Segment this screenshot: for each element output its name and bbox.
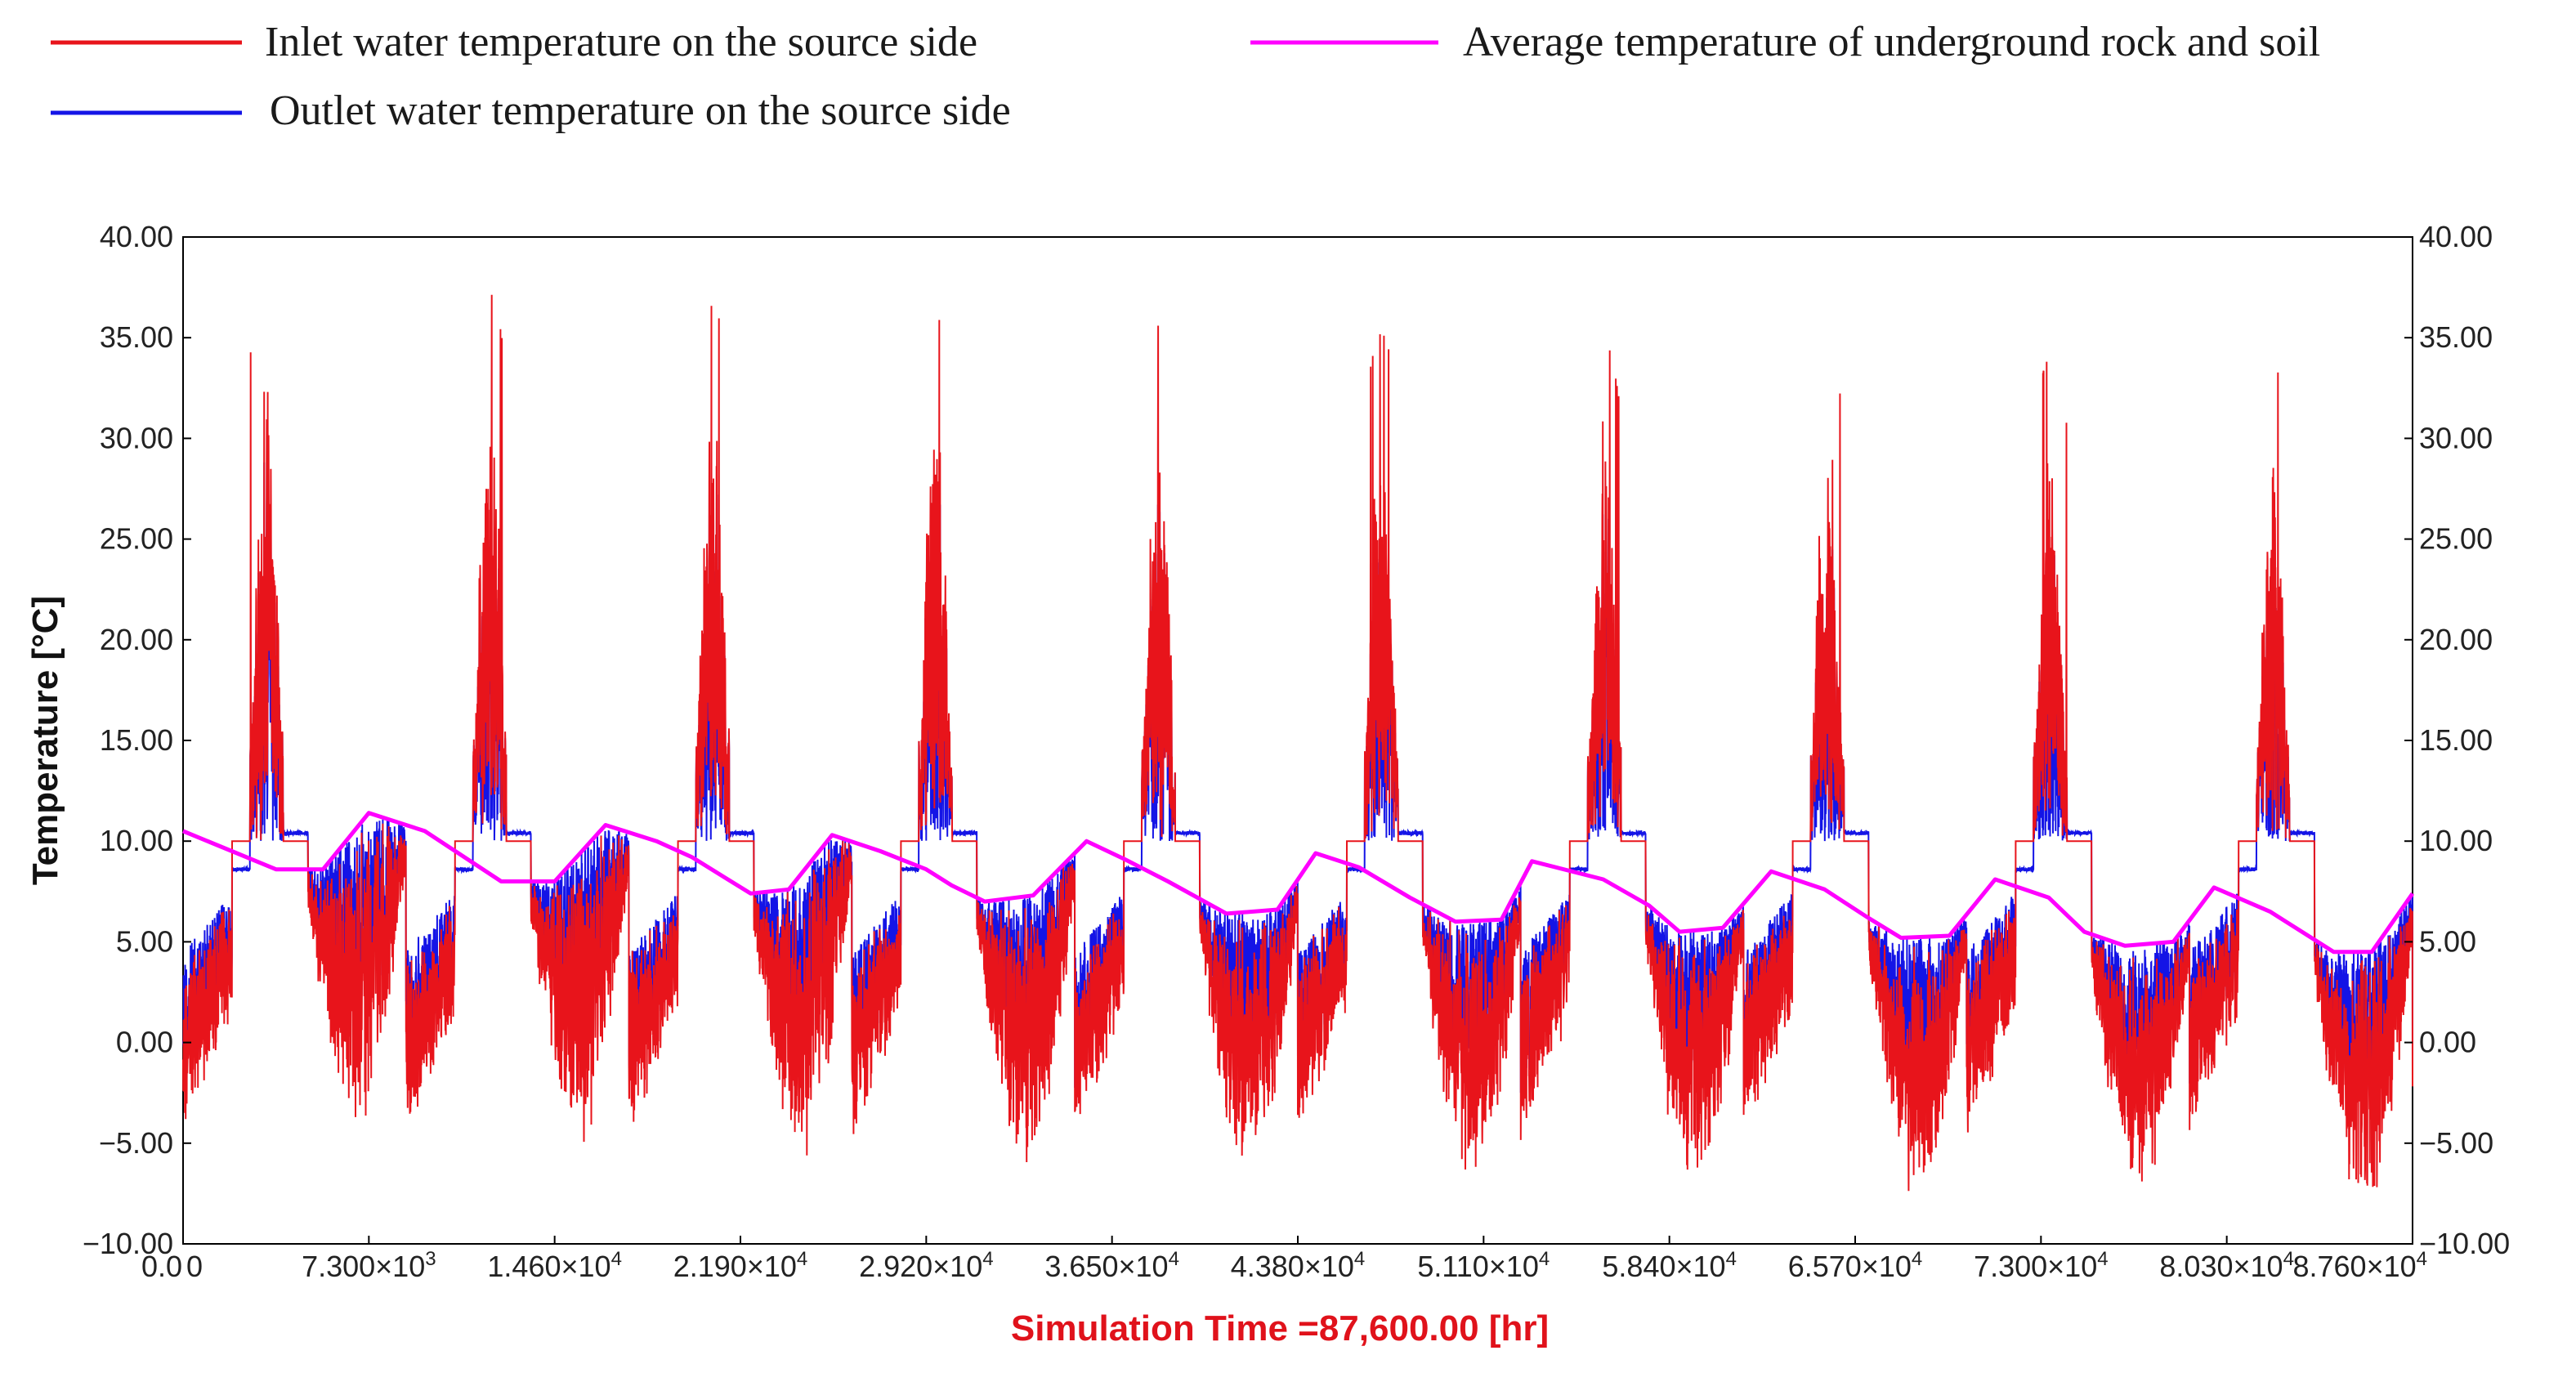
x-tick-label: 4.380×104 [1231,1248,1366,1283]
y-axis-left: 40.00 35.00 30.00 25.00 20.00 15.00 10.00 5.00 0… [83,220,191,1260]
x-tick-label: 7.300×104 [1974,1248,2109,1283]
y-tick-label-left: 15.00 [100,723,173,757]
line-inlet-water-temperature [182,294,2413,1192]
x-axis: 0.0 0 7.300×103 1.460×104 2.190×104 2.920×104… [141,1236,2427,1283]
y-tick-label-right: 0.00 [2419,1026,2476,1059]
y-tick-label-left: 35.00 [100,320,173,354]
legend-label-inlet: Inlet water temperature on the source si… [265,19,977,65]
x-tick-label: 1.460×104 [487,1248,622,1283]
x-tick-label: 8.030×104 [2159,1248,2294,1283]
legend-label-outlet: Outlet water temperature on the source s… [270,87,1011,134]
series-inlet-water-temperature [182,294,2413,1192]
x-tick-label: 3.650×104 [1044,1248,1179,1283]
y-axis-title: Temperature [°C] [25,596,65,885]
y-tick-label-right: −10.00 [2419,1227,2510,1260]
y-tick-label-left: −5.00 [99,1126,173,1160]
y-tick-label-right: −5.00 [2419,1126,2493,1160]
x-axis-title: Simulation Time =87,600.00 [hr] [1011,1308,1549,1348]
y-tick-label-left: 40.00 [100,220,173,253]
y-tick-label-right: 40.00 [2419,220,2493,253]
y-tick-label-right: 35.00 [2419,320,2493,354]
y-tick-label-left: 25.00 [100,522,173,556]
legend: Inlet water temperature on the source si… [51,19,2320,134]
x-tick-label: 5.840×104 [1602,1248,1737,1283]
y-tick-label-right: 15.00 [2419,723,2493,757]
line-average-rock-soil-temperature [182,811,2415,955]
y-tick-label-right: 30.00 [2419,421,2493,454]
x-tick-label: 0.0 [141,1250,182,1283]
y-tick-label-left: −10.00 [83,1227,173,1260]
x-tick-label: 5.110×104 [1417,1248,1550,1283]
x-tick-label: 0 [186,1250,203,1283]
x-tick-label: 7.300×103 [302,1248,436,1283]
series-average-rock-soil-temperature [182,811,2415,955]
x-tick-label: 6.570×104 [1788,1248,1923,1283]
legend-label-rock-soil: Average temperature of underground rock … [1463,19,2320,65]
x-tick-label: 2.190×104 [673,1248,808,1283]
y-tick-label-right: 25.00 [2419,522,2493,556]
y-tick-label-left: 10.00 [100,824,173,857]
y-tick-label-right: 10.00 [2419,824,2493,857]
x-tick-label: 2.920×104 [859,1248,994,1283]
y-tick-label-right: 5.00 [2419,924,2476,958]
y-tick-label-left: 20.00 [100,623,173,656]
y-tick-label-left: 0.00 [116,1026,173,1059]
x-tick-label: 8.760×104 [2292,1248,2427,1283]
y-tick-label-right: 20.00 [2419,623,2493,656]
y-tick-label-left: 30.00 [100,421,173,454]
y-tick-label-left: 5.00 [116,924,173,958]
y-axis-right: 40.00 35.00 30.00 25.00 20.00 15.00 10.00 5.00 0… [2404,220,2510,1260]
